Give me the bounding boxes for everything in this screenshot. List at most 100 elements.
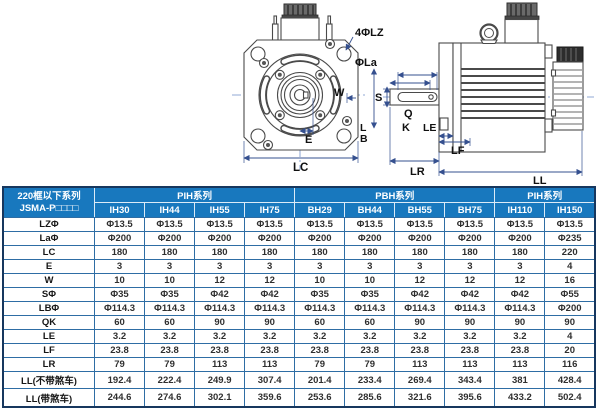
table-row: LF 23.8 23.8 23.8 23.8 23.8 23.8 23.8 23.8 23.8 20 [2,342,596,358]
le-notch [439,117,449,131]
dimension-value-cell: 79 [144,356,196,372]
dimension-value-cell: Φ200 [194,230,246,246]
dimension-value-cell: 269.4 [394,370,446,390]
dim-label-lc: LC [293,162,308,174]
dimension-value-cell: Φ13.5 [93,217,146,232]
series-group-header: PIH系列 [93,186,296,203]
dimension-value-cell: 180 [344,244,396,260]
row-label: LE [2,328,95,344]
dimension-value-cell: 23.8 [294,342,346,358]
dimension-value-cell: 3.2 [294,328,346,344]
dimension-value-cell: Φ42 [444,286,496,302]
dim-label-lb-l: L [360,122,367,134]
dimension-value-cell: 23.8 [194,342,246,358]
dimension-value-cell: 192.4 [93,370,146,390]
dimension-value-cell: Φ13.5 [544,217,596,232]
dimension-value-cell: Φ114.3 [294,300,346,316]
dimension-value-cell: Φ200 [344,230,396,246]
dimension-spec-table: 220框以下系列 JSMA-P□□□□ PIH系列 PBH系列 PIH系列 IH30… [2,186,596,408]
dimension-value-cell: 244.6 [93,388,146,408]
dimension-value-cell: 12 [394,272,446,288]
dimension-value-cell: Φ13.5 [344,217,396,232]
dim-label-lr: LR [410,166,425,178]
row-label: LC [2,244,95,260]
dimension-value-cell: 10 [93,272,146,288]
dimension-value-cell: Φ42 [244,286,296,302]
dimension-value-cell: 113 [444,356,496,372]
table-row: LE 3.2 3.2 3.2 3.2 3.2 3.2 3.2 3.2 3.2 4 [2,328,596,344]
dimension-value-cell: Φ42 [194,286,246,302]
dimension-value-cell: 285.6 [344,388,396,408]
dim-label-ll: LL [533,175,547,186]
model-column-header: IH44 [144,202,196,218]
dimension-value-cell: 3.2 [144,328,196,344]
dimension-value-cell: 201.4 [294,370,346,390]
dimension-value-cell: 79 [294,356,346,372]
technical-drawing: W E LC 4ΦLZ [232,2,594,186]
motor-front-view: W E LC 4ΦLZ [232,3,384,174]
dimension-value-cell: Φ114.3 [344,300,396,316]
dimension-value-cell: 3.2 [444,328,496,344]
dimension-value-cell: 90 [394,314,446,330]
dimension-value-cell: Φ114.3 [494,300,546,316]
dimension-value-cell: Φ200 [93,230,146,246]
dimension-value-cell: 113 [394,356,446,372]
dim-label-lf: LF [451,145,465,157]
table-row: LR 79 79 113 113 79 79 113 113 113 116 [2,356,596,372]
dimension-value-cell: 3.2 [194,328,246,344]
dimension-value-cell: 116 [544,356,596,372]
side-connector-icon [504,2,540,44]
dimension-value-cell: 180 [494,244,546,260]
model-column-header: BH29 [294,202,346,218]
dimension-value-cell: Φ200 [244,230,296,246]
dimension-value-cell: 3 [444,258,496,274]
dimension-value-cell: 12 [244,272,296,288]
dimension-value-cell: 12 [444,272,496,288]
eyebolt-icon [479,23,499,45]
dimension-value-cell: Φ200 [444,230,496,246]
dimension-value-cell: 3 [394,258,446,274]
dimension-value-cell: Φ114.3 [394,300,446,316]
dimension-value-cell: Φ35 [93,286,146,302]
dim-label-le: LE [423,122,436,134]
dimension-value-cell: 180 [394,244,446,260]
dimension-value-cell: 428.4 [544,370,596,390]
dimension-value-cell: 60 [294,314,346,330]
dimension-value-cell: Φ42 [394,286,446,302]
series-group-header: PBH系列 [294,186,496,203]
dimension-value-cell: 359.6 [244,388,296,408]
dimension-value-cell: 233.4 [344,370,396,390]
flange-screws [258,38,353,151]
dimension-value-cell: Φ114.3 [444,300,496,316]
dimension-value-cell: 60 [93,314,146,330]
dimension-value-cell: 180 [444,244,496,260]
dimension-value-cell: 79 [93,356,146,372]
model-column-header: BH44 [344,202,396,218]
table-row: SΦ Φ35 Φ35 Φ42 Φ42 Φ35 Φ35 Φ42 Φ42 Φ42 Φ55 [2,286,596,302]
model-column-header: IH150 [544,202,596,218]
dimension-value-cell: 23.8 [494,342,546,358]
dimension-value-cell: 3 [294,258,346,274]
dimension-value-cell: 3.2 [93,328,146,344]
model-column-header: IH30 [93,202,146,218]
dimension-value-cell: 3 [194,258,246,274]
front-connector-icon [280,3,320,41]
dimension-value-cell: 90 [544,314,596,330]
motor-side-view: ΦLa L B S Q K LE LF LR [355,2,594,186]
table-row: LBΦ Φ114.3 Φ114.3 Φ114.3 Φ114.3 Φ114.3 Φ114.3 Φ… [2,300,596,316]
dimension-value-cell: 381 [494,370,546,390]
table-row: LaΦ Φ200 Φ200 Φ200 Φ200 Φ200 Φ200 Φ200 Φ200 Φ200 Φ… [2,230,596,246]
corner-line2: JSMA-P□□□□ [19,202,79,214]
dimension-value-cell: 23.8 [93,342,146,358]
dimension-value-cell: 10 [144,272,196,288]
dimension-value-cell: Φ200 [394,230,446,246]
dimension-value-cell: Φ35 [144,286,196,302]
row-label: LZΦ [2,217,95,232]
encoder-unit [550,46,584,131]
table-row: W 10 10 12 12 10 10 12 12 12 16 [2,272,596,288]
dimension-value-cell: Φ35 [294,286,346,302]
dimension-value-cell: 90 [194,314,246,330]
model-column-header: BH55 [394,202,446,218]
row-label: W [2,272,95,288]
